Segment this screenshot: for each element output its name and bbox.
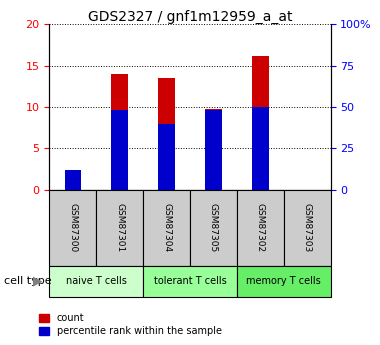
Bar <box>111 110 128 190</box>
Text: memory T cells: memory T cells <box>246 276 321 286</box>
Bar <box>65 170 81 190</box>
Bar <box>205 110 222 190</box>
Text: ▶: ▶ <box>33 275 43 288</box>
Text: GSM87300: GSM87300 <box>68 203 78 252</box>
Text: GSM87305: GSM87305 <box>209 203 218 252</box>
Bar <box>252 107 269 190</box>
Text: cell type: cell type <box>4 276 51 286</box>
Text: GDS2327 / gnf1m12959_a_at: GDS2327 / gnf1m12959_a_at <box>88 10 292 24</box>
Bar <box>158 124 175 190</box>
Text: GSM87302: GSM87302 <box>256 203 265 252</box>
Legend: count, percentile rank within the sample: count, percentile rank within the sample <box>35 309 226 340</box>
Text: GSM87304: GSM87304 <box>162 203 171 252</box>
Bar <box>65 186 81 190</box>
Text: GSM87301: GSM87301 <box>115 203 124 252</box>
Text: GSM87303: GSM87303 <box>302 203 312 252</box>
Text: tolerant T cells: tolerant T cells <box>154 276 226 286</box>
Bar <box>252 56 269 190</box>
Bar <box>205 109 222 190</box>
Text: naive T cells: naive T cells <box>66 276 127 286</box>
Bar <box>158 78 175 190</box>
Bar <box>111 74 128 190</box>
